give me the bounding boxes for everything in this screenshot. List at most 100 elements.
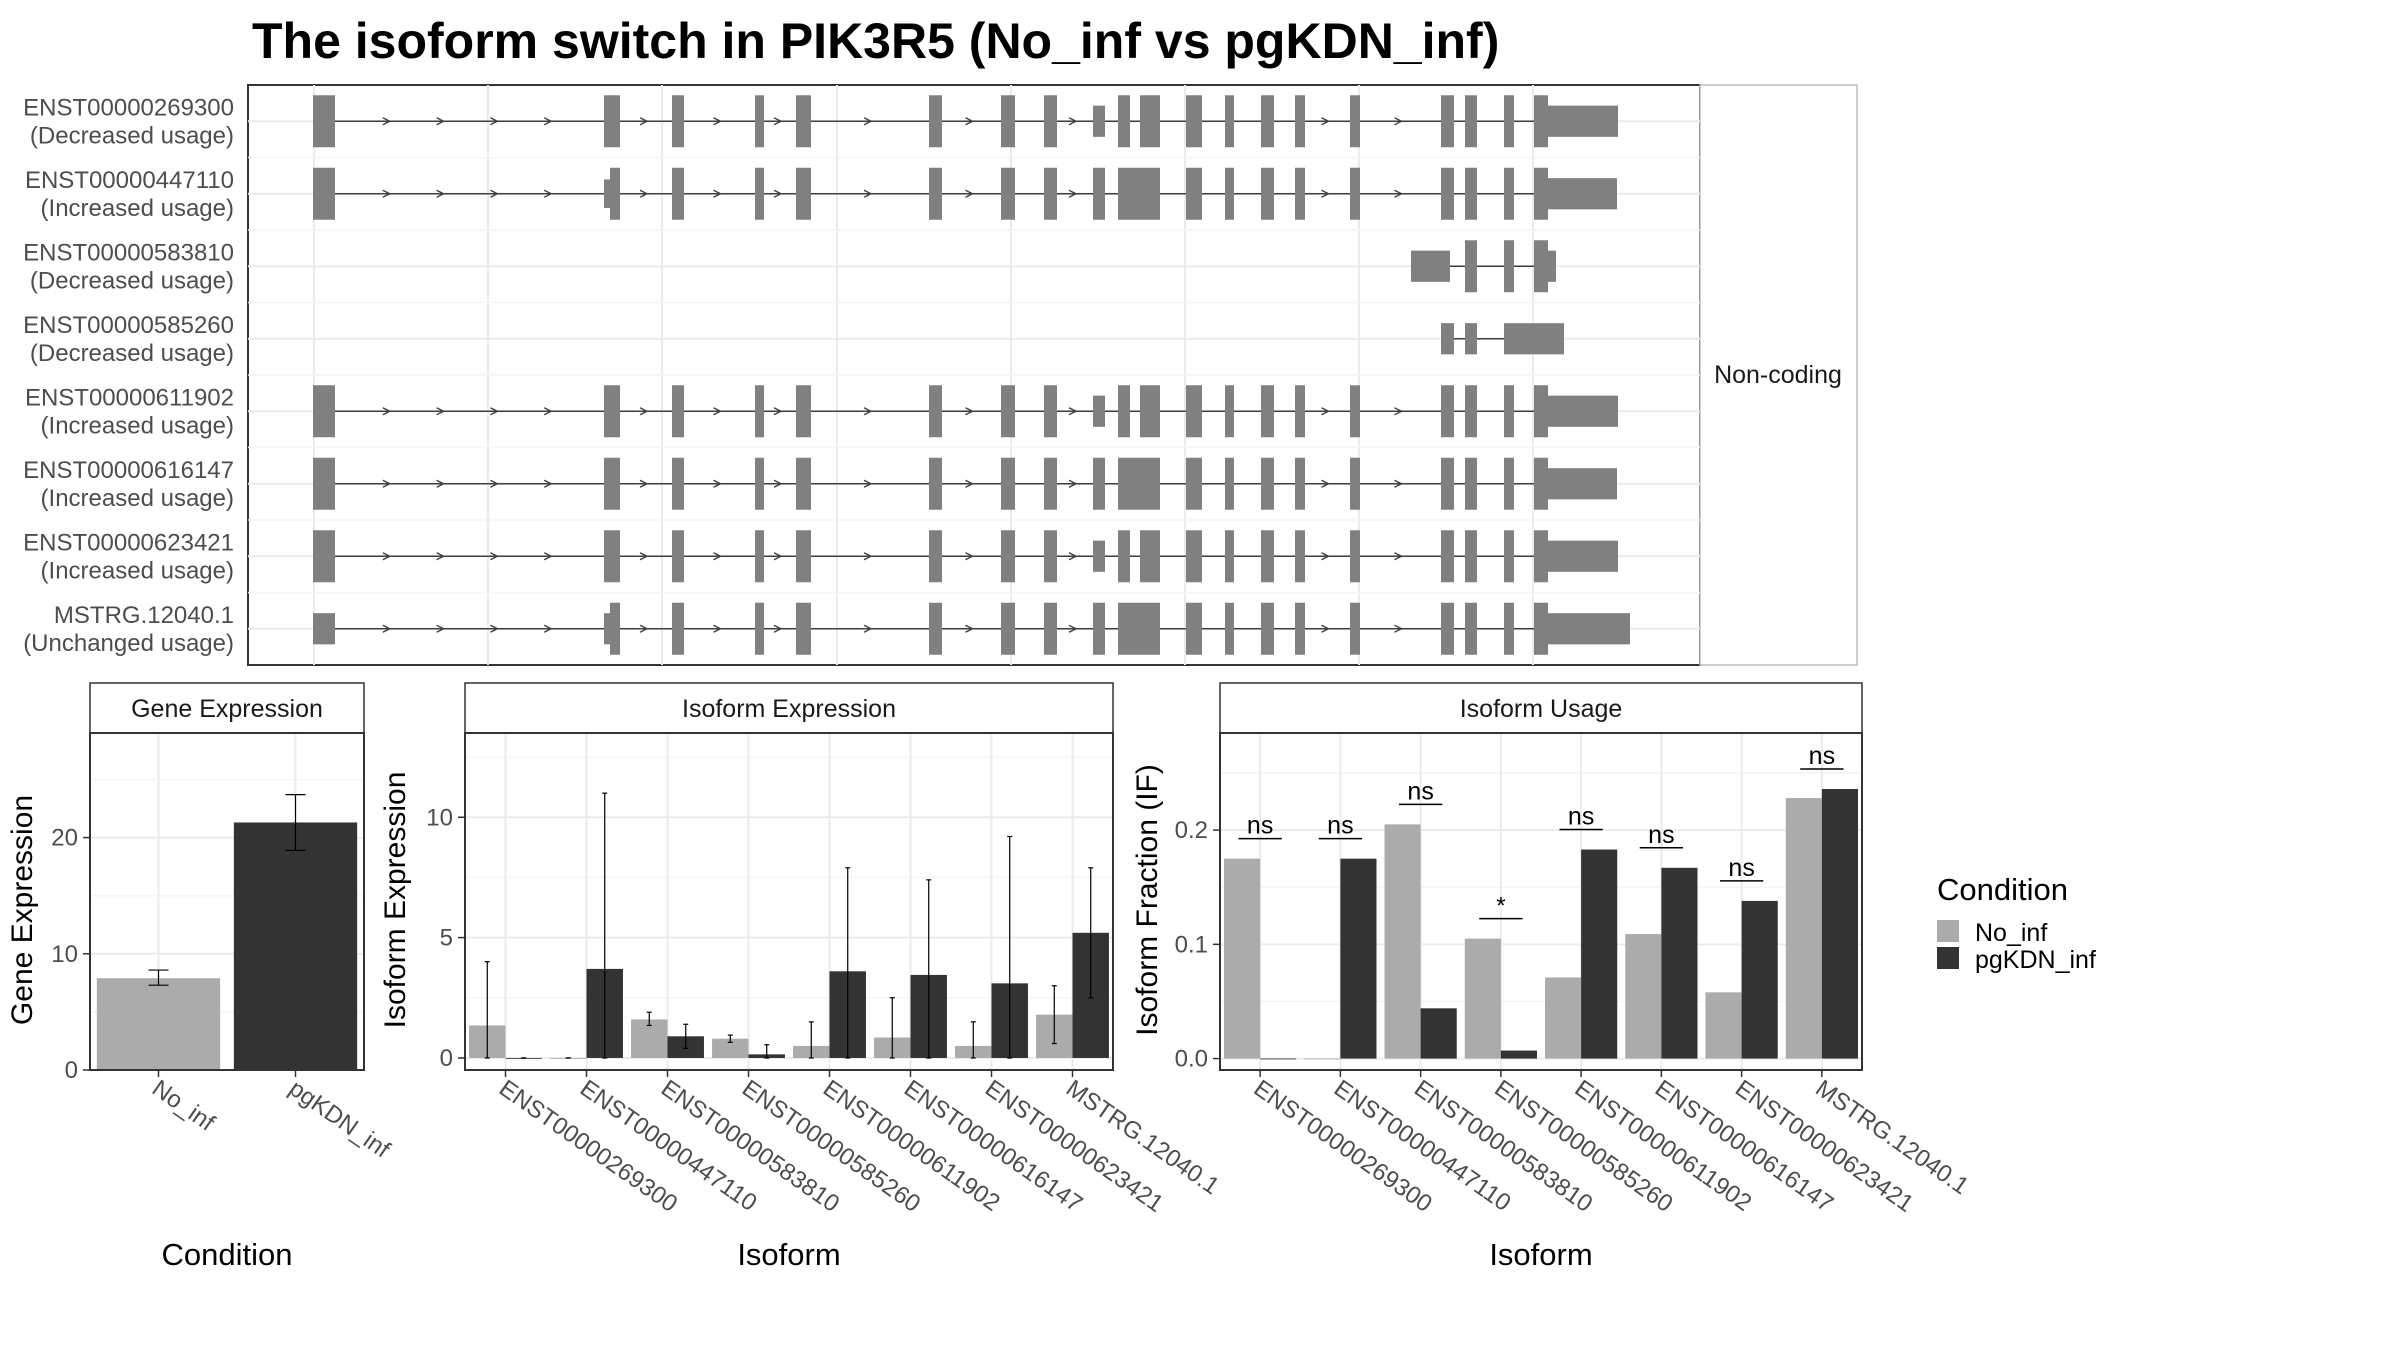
ytick-label: 20	[51, 825, 78, 852]
exon	[755, 602, 764, 655]
intron-direction-arrow	[543, 624, 553, 633]
exon	[1093, 395, 1105, 427]
intron-direction-arrow	[382, 624, 392, 633]
isoform-expression-strip-label: Isoform Expression	[682, 695, 896, 723]
exon	[1465, 95, 1477, 148]
transcript-track-ENST00000269300	[313, 95, 1618, 148]
intron-direction-arrow	[1068, 189, 1078, 198]
exon	[1186, 602, 1202, 655]
intron-direction-arrow	[1321, 189, 1331, 198]
exon	[1504, 457, 1514, 510]
exon	[1350, 95, 1360, 148]
exon	[1534, 385, 1548, 438]
track-label-usage: (Increased usage)	[41, 412, 234, 439]
isoform-expression-panel: Isoform Expression 0510ENST00000269300EN…	[379, 682, 1224, 1272]
exon	[1118, 457, 1135, 510]
gene-expression-panel-border	[89, 732, 365, 1071]
gene-structure-tracks	[313, 95, 1630, 655]
bar-ENST00000269300-pgKDN_inf	[1260, 1058, 1297, 1060]
intron-direction-arrow	[639, 624, 649, 633]
track-label-id: ENST00000269300	[23, 94, 234, 121]
exon	[1350, 457, 1360, 510]
exon	[796, 457, 811, 510]
exon	[1411, 250, 1450, 282]
legend-swatch-pgkdn-inf	[1937, 947, 1959, 969]
exon	[1225, 457, 1234, 510]
xtick-label: pgKDN_inf	[284, 1075, 395, 1164]
exon	[604, 179, 610, 209]
exon	[1295, 530, 1305, 583]
exon	[755, 167, 764, 220]
intron-direction-arrow	[773, 407, 783, 416]
intron-direction-arrow	[713, 189, 723, 198]
exon	[1044, 457, 1057, 510]
exon	[1261, 602, 1274, 655]
significance-label: ns	[1247, 812, 1273, 840]
exon	[1186, 385, 1202, 438]
transcript-track-ENST00000611902	[313, 385, 1618, 438]
exon	[1465, 167, 1477, 220]
exon	[1261, 385, 1274, 438]
exon	[929, 167, 942, 220]
intron-direction-arrow	[382, 479, 392, 488]
track-label-id: ENST00000623421	[23, 529, 234, 556]
transcript-track-ENST00000623421	[313, 530, 1618, 583]
intron-direction-arrow	[543, 189, 553, 198]
exon	[1534, 167, 1548, 220]
ytick-label: 0.1	[1175, 931, 1208, 958]
exon	[604, 613, 610, 645]
exon	[1548, 540, 1618, 572]
intron-direction-arrow	[863, 189, 873, 198]
intron-direction-arrow	[543, 552, 553, 561]
exon	[1225, 167, 1234, 220]
track-label-usage: (Increased usage)	[41, 485, 234, 512]
intron-direction-arrow	[639, 117, 649, 126]
isoform-usage-strip	[1219, 682, 1863, 734]
track-label-usage: (Unchanged usage)	[23, 630, 234, 657]
intron-direction-arrow	[1068, 552, 1078, 561]
transcript-track-ENST00000447110	[313, 167, 1617, 220]
isoform-expression-strip	[464, 682, 1114, 734]
exon	[1118, 530, 1130, 583]
bar-No_inf	[96, 978, 221, 1070]
exon	[1465, 602, 1477, 655]
exon	[1534, 602, 1548, 655]
exon	[672, 95, 684, 148]
gene-structure-panel: ENST00000269300(Decreased usage)ENST0000…	[23, 84, 1858, 666]
exon	[313, 457, 335, 510]
ytick-label: 10	[426, 804, 453, 831]
intron-direction-arrow	[965, 117, 975, 126]
exon	[1261, 167, 1274, 220]
exon	[1465, 323, 1477, 355]
exon	[1140, 530, 1160, 583]
exon	[1350, 530, 1360, 583]
bar-ENST00000583810-No_inf	[1384, 824, 1421, 1059]
exon	[1093, 540, 1105, 572]
exon	[1140, 95, 1160, 148]
exon	[929, 457, 942, 510]
exon	[604, 530, 620, 583]
exon	[672, 530, 684, 583]
exon	[1350, 385, 1360, 438]
track-label-usage: (Increased usage)	[41, 195, 234, 222]
gene-expression-strip	[89, 682, 365, 734]
exon	[929, 530, 942, 583]
bar-ENST00000585260-No_inf	[712, 1038, 749, 1058]
bar-ENST00000585260-No_inf	[1464, 938, 1501, 1059]
exon	[313, 530, 335, 583]
exon	[1441, 602, 1454, 655]
intron-direction-arrow	[863, 479, 873, 488]
exon	[755, 457, 764, 510]
bar-MSTRG.12040.1-pgKDN_inf	[1821, 788, 1858, 1059]
intron-direction-arrow	[436, 552, 446, 561]
exon	[1441, 457, 1454, 510]
exon	[1295, 95, 1305, 148]
intron-direction-arrow	[436, 624, 446, 633]
intron-direction-arrow	[490, 552, 499, 561]
exon	[1295, 602, 1305, 655]
intron-direction-arrow	[1321, 117, 1331, 126]
exon	[1135, 457, 1160, 510]
intron-direction-arrow	[773, 479, 783, 488]
figure-title: The isoform switch in PIK3R5 (No_inf vs …	[252, 13, 1499, 69]
exon	[1548, 178, 1617, 210]
